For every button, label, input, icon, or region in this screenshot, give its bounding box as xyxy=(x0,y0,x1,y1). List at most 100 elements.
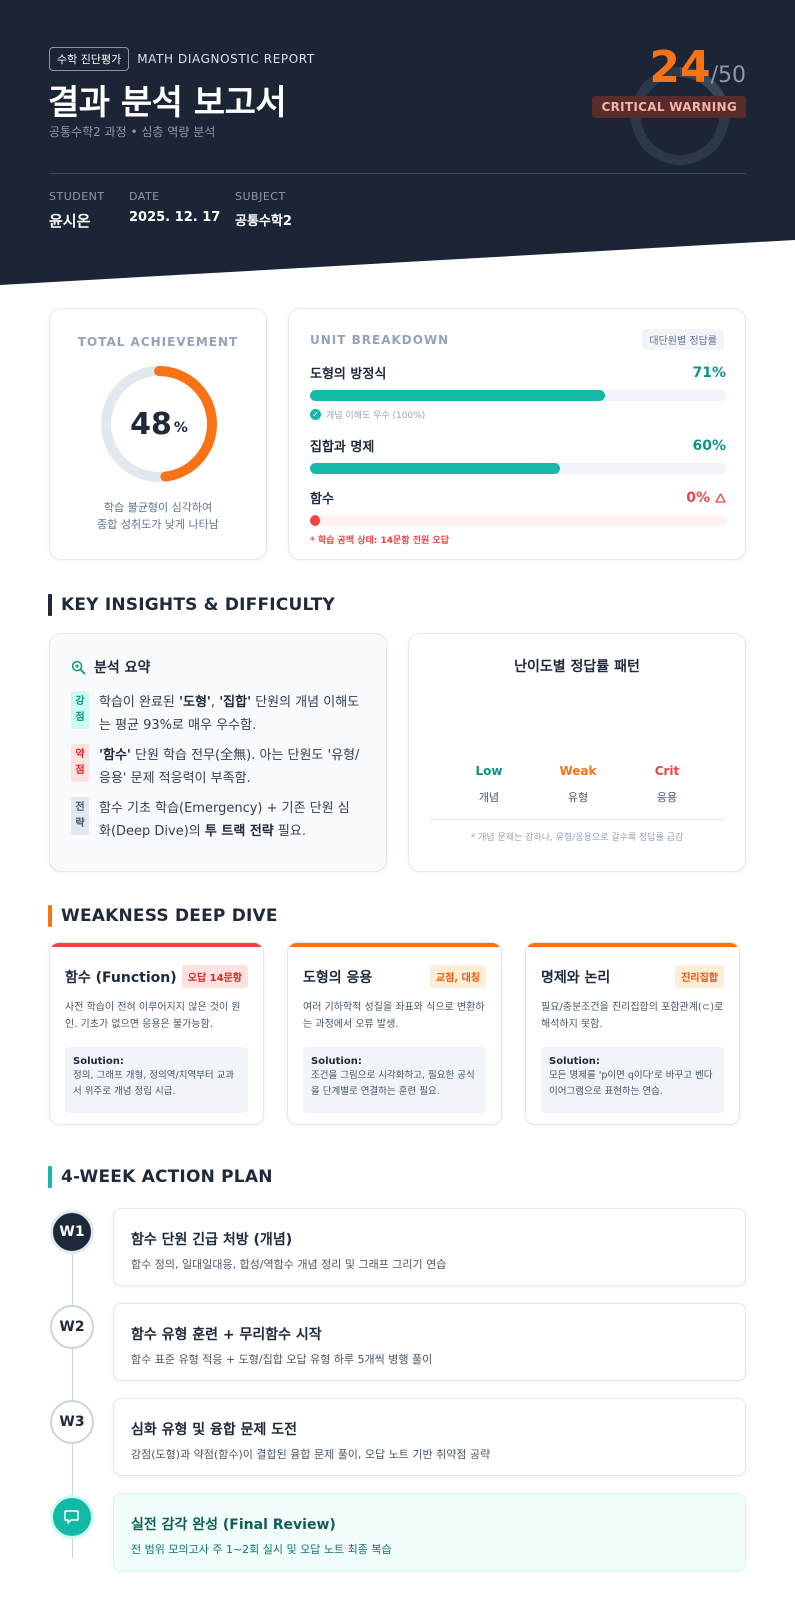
unit-note: 개념 이해도 우수 (100%) xyxy=(326,411,426,421)
achievement-note-line: 학습 불균형이 심각하여 xyxy=(103,501,213,514)
difficulty-level: Crit xyxy=(654,764,680,778)
badge-char: 강 xyxy=(75,696,85,707)
text-bold: '함수' xyxy=(99,748,131,763)
score-total: /50 xyxy=(710,63,746,88)
card-accent xyxy=(288,943,501,947)
unit-breakdown-card: UNIT BREAKDOWN 대단원별 정답률 도형의 방정식 71% ✓ 개념 … xyxy=(288,308,746,560)
text-part: 함수 기초 학습(Emergency) + 기존 단원 심화(Deep Dive… xyxy=(99,801,350,839)
text-part: 학습이 완료된 xyxy=(99,695,180,710)
section-title: 4-WEEK ACTION PLAN xyxy=(61,1167,273,1187)
weakness-tag: 오답 14문항 xyxy=(181,965,248,988)
insight-summary-title: 분석 요약 xyxy=(94,660,151,676)
meta-date: DATE 2025. 12. 17 xyxy=(129,190,220,225)
meta-student: STUDENT 윤시온 xyxy=(49,190,105,231)
unit-progress-bar xyxy=(310,515,726,526)
section-accent xyxy=(48,905,52,927)
unit-percent: 0% xyxy=(686,489,710,506)
plan-title: 실전 감각 완성 (Final Review) xyxy=(131,1517,336,1533)
critical-warning-badge: CRITICAL WARNING xyxy=(592,96,746,118)
plan-description: 강점(도형)과 약점(함수)이 결합된 융합 문제 풀이, 오답 노트 기반 취… xyxy=(131,1448,491,1461)
insight-text: 함수 기초 학습(Emergency) + 기존 단원 심화(Deep Dive… xyxy=(99,797,361,843)
unit-progress-bar xyxy=(310,390,726,401)
achievement-value: 48 xyxy=(130,406,172,442)
solution-text: 모든 명제를 'p이면 q이다'로 바꾸고 벤다이어그램으로 표현하는 연습. xyxy=(549,1070,713,1097)
plan-week-3: 심화 유형 및 융합 문제 도전 강점(도형)과 약점(함수)이 결합된 융합 … xyxy=(113,1398,746,1476)
text-bold: '집합' xyxy=(219,695,252,710)
badge-char: 전 xyxy=(75,802,85,813)
unit-progress-fill xyxy=(310,463,560,474)
meta-label: SUBJECT xyxy=(235,190,286,203)
difficulty-level: Low xyxy=(475,764,503,778)
check-icon: ✓ xyxy=(310,409,321,420)
achievement-donut: 48% xyxy=(98,363,220,485)
difficulty-low: Low 개념 xyxy=(449,764,529,805)
warning-triangle-icon xyxy=(715,492,726,503)
donut-chart xyxy=(101,366,217,482)
unit-name: 함수 xyxy=(310,492,334,507)
achievement-note: 학습 불균형이 심각하여 종합 성취도가 낮게 나타남 xyxy=(50,499,266,533)
plan-title: 함수 단원 긴급 처방 (개념) xyxy=(131,1232,293,1248)
weakness-card-geometry: 도형의 응용 교점, 대칭 여러 기하학적 성질을 좌표와 식으로 변환하는 과… xyxy=(287,942,502,1125)
plan-description: 함수 정의, 일대일대응, 합성/역함수 개념 정리 및 그래프 그리기 연습 xyxy=(131,1258,447,1271)
unit-name: 집합과 명제 xyxy=(310,440,375,455)
page-subtitle: 공통수학2 과정 • 심층 역량 분석 xyxy=(49,125,216,139)
badge-char: 략 xyxy=(75,818,85,829)
zero-progress-dot xyxy=(310,515,320,526)
section-weakness: WEAKNESS DEEP DIVE xyxy=(48,905,278,927)
weakness-card-logic: 명제와 논리 진리집합 필요/충분조건을 진리집합의 포함관계(⊂)로 해석하지… xyxy=(525,942,740,1125)
plan-week-4: 실전 감각 완성 (Final Review) 전 범위 모의고사 주 1~2회… xyxy=(113,1493,746,1571)
unit-percent: 71% xyxy=(692,364,726,381)
plan-title: 심화 유형 및 융합 문제 도전 xyxy=(131,1422,298,1438)
solution-text: 정의, 그래프 개형, 정의역/치역부터 교과서 위주로 개념 정립 시급. xyxy=(73,1070,235,1097)
weakness-tag: 진리집합 xyxy=(675,965,724,988)
achievement-card: TOTAL ACHIEVEMENT 48% 학습 불균형이 심각하여 종합 성취… xyxy=(49,308,267,560)
insight-text: 학습이 완료된 '도형', '집합' 단원의 개념 이해도는 평균 93%로 매… xyxy=(99,691,361,737)
weakness-description: 필요/충분조건을 진리집합의 포함관계(⊂)로 해석하지 못함. xyxy=(541,1002,724,1030)
unit-breakdown-badge: 대단원별 정답률 xyxy=(642,329,724,350)
weakness-solution: Solution: 정의, 그래프 개형, 정의역/치역부터 교과서 위주로 개… xyxy=(65,1047,248,1113)
solution-label: Solution: xyxy=(549,1056,600,1067)
unit-name: 도형의 방정식 xyxy=(310,367,387,382)
solution-text: 조건을 그림으로 시각화하고, 필요한 공식을 단계별로 연결하는 훈련 필요. xyxy=(311,1070,475,1097)
difficulty-crit: Crit 응용 xyxy=(627,764,707,805)
unit-progress-bar xyxy=(310,463,726,474)
report-tag: 수학 진단평가 xyxy=(49,47,130,71)
card-accent xyxy=(50,943,263,947)
weakness-solution: Solution: 모든 명제를 'p이면 q이다'로 바꾸고 벤다이어그램으로… xyxy=(541,1047,724,1113)
unit-percent: 60% xyxy=(692,437,726,454)
meta-value: 윤시온 xyxy=(49,212,91,230)
meta-value: 공통수학2 xyxy=(235,214,292,229)
achievement-label: TOTAL ACHIEVEMENT xyxy=(77,335,239,349)
unit-item-sets: 집합과 명제 60% xyxy=(310,436,726,474)
achievement-note-line: 종합 성취도가 낮게 나타남 xyxy=(97,518,219,531)
text-part: , xyxy=(210,695,220,710)
weakness-name: 명제와 논리 xyxy=(541,969,611,986)
section-accent xyxy=(48,1166,52,1188)
score-value: 24 xyxy=(649,42,711,93)
weakness-card-function: 함수 (Function) 오답 14문항 사전 학습이 전혀 이루어지지 않은… xyxy=(49,942,264,1125)
unit-item-function: 함수 0% * 학습 공백 상태: 14문항 전원 오답 xyxy=(310,488,726,546)
text-bold: '도형' xyxy=(179,695,211,710)
text-part: 필요. xyxy=(273,824,306,839)
zoom-search-icon xyxy=(71,660,86,674)
meta-label: STUDENT xyxy=(49,190,105,203)
achievement-unit: % xyxy=(173,420,188,436)
week-4-marker xyxy=(50,1495,94,1539)
week-1-marker: W1 xyxy=(50,1210,94,1254)
insight-text: '함수' 단원 학습 전무(全無). 아는 단원도 '유형/응용' 문제 적응력… xyxy=(99,744,361,790)
badge-char: 점 xyxy=(75,712,85,723)
meta-subject: SUBJECT 공통수학2 xyxy=(235,190,292,229)
text-part: 단원 학습 전무(全無). 아는 단원도 '유형/응용' 문제 적응력이 부족함… xyxy=(99,748,360,786)
donut-arc xyxy=(101,366,217,482)
report-header: 수학 진단평가 MATH DIAGNOSTIC REPORT 결과 분석 보고서… xyxy=(0,0,795,285)
card-accent xyxy=(526,943,739,947)
meta-value: 2025. 12. 17 xyxy=(129,210,221,225)
weakness-name: 함수 (Function) xyxy=(65,969,177,986)
plan-week-1: 함수 단원 긴급 처방 (개념) 함수 정의, 일대일대응, 합성/역함수 개념… xyxy=(113,1208,746,1286)
